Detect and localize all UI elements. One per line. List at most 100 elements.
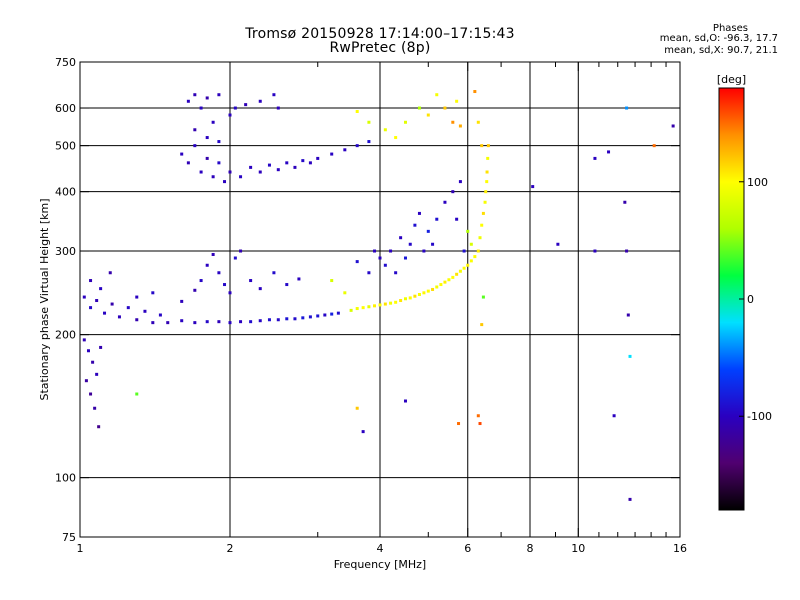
data-point — [343, 148, 347, 152]
data-point — [205, 263, 209, 267]
data-point — [158, 313, 162, 317]
data-point — [378, 256, 382, 260]
data-point — [451, 120, 455, 124]
data-point — [228, 321, 232, 325]
data-point — [258, 99, 262, 103]
data-point — [228, 291, 232, 295]
data-point — [447, 278, 451, 282]
x-axis-label: Frequency [MHz] — [334, 558, 426, 571]
data-point — [531, 185, 535, 189]
data-point — [481, 211, 485, 215]
data-point — [186, 161, 190, 165]
data-point — [151, 291, 155, 295]
data-point — [276, 318, 280, 322]
data-point — [223, 180, 227, 184]
data-point — [108, 271, 112, 275]
x-tick-label: 1 — [77, 542, 84, 555]
data-point — [403, 120, 407, 124]
data-point — [426, 289, 430, 293]
data-point — [394, 271, 398, 275]
data-point — [285, 161, 289, 165]
data-point — [126, 306, 130, 310]
data-point — [389, 249, 393, 253]
data-point — [593, 156, 597, 160]
data-point — [336, 311, 340, 315]
data-point — [217, 140, 221, 144]
colorbar-tick-label: -100 — [747, 410, 772, 423]
data-point — [166, 321, 170, 325]
data-point — [462, 266, 466, 270]
data-point — [316, 156, 320, 160]
data-point — [180, 319, 184, 323]
data-point — [233, 256, 237, 260]
data-point — [383, 128, 387, 132]
data-point — [293, 165, 297, 169]
data-point — [373, 304, 377, 308]
data-point — [367, 120, 371, 124]
data-point — [217, 271, 221, 275]
data-point — [623, 200, 627, 204]
data-points — [82, 90, 675, 501]
data-point — [180, 299, 184, 303]
data-point — [435, 285, 439, 289]
chart-subtitle: RwPretec (8p) — [329, 40, 431, 56]
x-tick-label: 6 — [464, 542, 471, 555]
data-point — [413, 223, 417, 227]
data-point — [223, 283, 227, 287]
data-point — [480, 144, 484, 148]
data-point — [308, 315, 312, 319]
data-point — [135, 295, 139, 299]
data-point — [431, 287, 435, 291]
data-point — [99, 287, 103, 291]
data-point — [593, 249, 597, 253]
data-point — [607, 150, 611, 154]
data-point — [628, 497, 632, 501]
grid — [80, 62, 680, 537]
data-point — [652, 144, 656, 148]
data-point — [249, 320, 253, 324]
data-point — [486, 156, 490, 160]
data-point — [205, 136, 209, 140]
data-point — [484, 190, 488, 194]
data-point — [355, 144, 359, 148]
data-point — [478, 422, 482, 426]
data-point — [443, 106, 447, 110]
data-point — [612, 414, 616, 418]
phases-o-stats: mean, sd,O: -96.3, 17.7 — [659, 33, 778, 44]
data-point — [316, 314, 320, 318]
colorbar-label: [deg] — [717, 73, 746, 86]
data-point — [272, 271, 276, 275]
data-point — [89, 392, 93, 396]
data-point — [301, 159, 305, 163]
data-point — [373, 249, 377, 253]
data-point — [199, 170, 203, 174]
data-point — [394, 300, 398, 304]
data-point — [476, 414, 480, 418]
data-point — [239, 249, 243, 253]
x-tick-label: 4 — [377, 542, 384, 555]
data-point — [481, 295, 485, 299]
data-point — [330, 312, 334, 316]
data-point — [276, 168, 280, 172]
data-point — [258, 170, 262, 174]
data-point — [435, 217, 439, 221]
data-point — [626, 313, 630, 317]
data-point — [426, 113, 430, 117]
data-point — [205, 156, 209, 160]
data-point — [435, 93, 439, 97]
data-point — [485, 170, 489, 174]
data-point — [408, 242, 412, 246]
data-point — [228, 170, 232, 174]
data-point — [355, 307, 359, 311]
data-point — [480, 323, 484, 327]
data-point — [249, 279, 253, 283]
data-point — [458, 180, 462, 184]
data-point — [343, 291, 347, 295]
data-point — [355, 260, 359, 264]
data-point — [480, 223, 484, 227]
data-point — [417, 211, 421, 215]
data-point — [244, 103, 248, 107]
data-point — [228, 113, 232, 117]
phases-heading: Phases — [712, 23, 748, 34]
data-point — [367, 305, 371, 309]
